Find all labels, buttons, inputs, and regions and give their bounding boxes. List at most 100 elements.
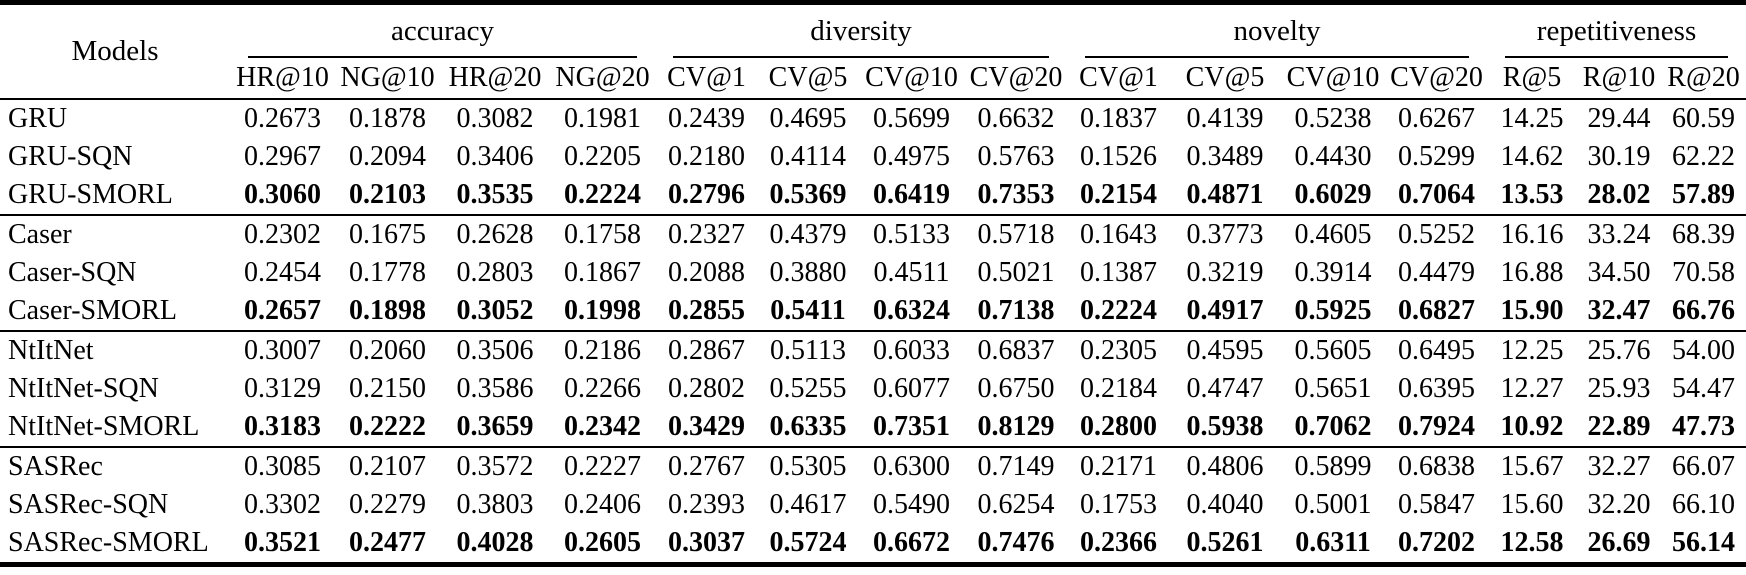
metric-cell: 0.3037 xyxy=(668,527,746,558)
metric-cell: 0.2628 xyxy=(456,219,534,250)
metric-cell: 0.1643 xyxy=(1080,219,1158,250)
metric-cell: 0.6033 xyxy=(873,335,951,366)
metric-cell: 57.89 xyxy=(1672,179,1736,210)
metric-cell: 0.2967 xyxy=(244,141,321,172)
metric-cell: 60.59 xyxy=(1672,103,1736,134)
table-row-caser-smorl: Caser-SMORL 0.2657 0.1898 0.3052 0.1998 0.285… xyxy=(0,292,1746,331)
metric-cell: 0.2094 xyxy=(349,141,426,172)
metric-cell: 68.39 xyxy=(1672,219,1736,250)
table-row-ntitnet: NtItNet 0.3007 0.2060 0.3506 0.2186 0.2867 0.5… xyxy=(0,331,1746,370)
metric-cell: 0.5605 xyxy=(1294,335,1372,366)
metric-cell: 0.2103 xyxy=(349,179,426,210)
table-row-gru: GRU 0.2673 0.1878 0.3082 0.1981 0.2439 0.4695 0… xyxy=(0,99,1746,138)
metric-cell: 0.4917 xyxy=(1186,295,1264,326)
metric-cell: 0.2605 xyxy=(564,527,641,558)
metric-cell: 0.2154 xyxy=(1080,179,1158,210)
metric-header-novelty-cv-1: CV@1 xyxy=(1079,62,1158,93)
table-body: GRU 0.2673 0.1878 0.3082 0.1981 0.2439 0.4695 0… xyxy=(0,99,1746,565)
metric-cell: 0.2222 xyxy=(349,411,426,442)
metric-cell: 0.7064 xyxy=(1398,179,1476,210)
table-row-caser: Caser 0.2302 0.1675 0.2628 0.1758 0.2327 0.437… xyxy=(0,215,1746,254)
metric-header-accuracy-hr-20: HR@20 xyxy=(448,62,542,93)
model-name-cell: GRU-SQN xyxy=(8,141,133,172)
metric-cell: 0.5001 xyxy=(1294,489,1372,520)
metric-cell: 0.3406 xyxy=(456,141,534,172)
metric-cell: 0.6827 xyxy=(1398,295,1476,326)
metric-cell: 0.3060 xyxy=(244,179,321,210)
metric-cell: 66.10 xyxy=(1672,489,1736,520)
metric-cell: 0.2305 xyxy=(1080,335,1158,366)
metric-cell: 0.2224 xyxy=(1080,295,1158,326)
metric-cell: 0.6750 xyxy=(977,373,1055,404)
metric-cell: 54.00 xyxy=(1672,335,1736,366)
metric-cell: 0.1387 xyxy=(1080,257,1158,288)
metric-cell: 0.6311 xyxy=(1295,527,1371,558)
metric-cell: 0.5724 xyxy=(769,527,847,558)
metric-cell: 0.7202 xyxy=(1398,527,1476,558)
metric-cell: 25.76 xyxy=(1587,335,1651,366)
metric-cell: 0.3914 xyxy=(1294,257,1372,288)
model-name-cell: Caser-SMORL xyxy=(8,295,177,326)
metric-cell: 0.2060 xyxy=(349,335,426,366)
metric-cell: 0.6837 xyxy=(977,335,1055,366)
metric-cell: 0.2657 xyxy=(244,295,321,326)
metric-cell: 0.2279 xyxy=(349,489,426,520)
table-row-gru-smorl: GRU-SMORL 0.3060 0.2103 0.3535 0.2224 0.2796 0… xyxy=(0,176,1746,215)
metric-cell: 0.3007 xyxy=(244,335,321,366)
metric-cell: 0.6495 xyxy=(1398,335,1476,366)
metric-cell: 0.2454 xyxy=(244,257,321,288)
metric-cell: 29.44 xyxy=(1587,103,1651,134)
metric-cell: 47.73 xyxy=(1672,411,1736,442)
metric-cell: 0.3506 xyxy=(456,335,534,366)
metric-cell: 12.58 xyxy=(1500,527,1564,558)
metric-cell: 0.4511 xyxy=(873,257,950,288)
metric-cell: 25.93 xyxy=(1587,373,1651,404)
metric-cell: 0.5718 xyxy=(977,219,1055,250)
model-name-cell: NtItNet-SQN xyxy=(8,373,159,404)
metric-cell: 0.5925 xyxy=(1294,295,1372,326)
metric-header-diversity-cv-20: CV@20 xyxy=(969,62,1063,93)
metric-cell: 0.5299 xyxy=(1398,141,1476,172)
table-row-gru-sqn: GRU-SQN 0.2967 0.2094 0.3406 0.2205 0.2180 0.4… xyxy=(0,138,1746,176)
metric-cell: 0.6395 xyxy=(1398,373,1476,404)
metric-cell: 0.3521 xyxy=(244,527,321,558)
metric-cell: 0.6838 xyxy=(1398,451,1476,482)
metric-cell: 0.2406 xyxy=(564,489,641,520)
metric-cell: 0.5899 xyxy=(1294,451,1372,482)
metric-cell: 0.7353 xyxy=(977,179,1055,210)
metric-cell: 15.60 xyxy=(1500,489,1564,520)
metric-cell: 22.89 xyxy=(1587,411,1651,442)
model-name-cell: Caser-SQN xyxy=(8,257,137,288)
metric-cell: 0.6335 xyxy=(769,411,847,442)
group-label-novelty: novelty xyxy=(1233,15,1321,47)
metric-cell: 56.14 xyxy=(1672,527,1736,558)
metric-cell: 32.47 xyxy=(1587,295,1651,326)
novelty-underline xyxy=(1085,56,1470,58)
group-label-diversity: diversity xyxy=(810,15,912,47)
metric-cell: 0.2477 xyxy=(349,527,426,558)
metric-cell: 0.2342 xyxy=(564,411,641,442)
metric-cell: 0.7138 xyxy=(977,295,1055,326)
metric-cell: 0.5252 xyxy=(1398,219,1476,250)
metric-cell: 28.02 xyxy=(1587,179,1651,210)
accuracy-underline xyxy=(248,56,638,58)
metric-cell: 0.4479 xyxy=(1398,257,1476,288)
metric-cell: 0.1526 xyxy=(1080,141,1158,172)
table-row-sasrec-smorl: SASRec-SMORL 0.3521 0.2477 0.4028 0.2605 0.30… xyxy=(0,524,1746,565)
metric-header-diversity-cv-10: CV@10 xyxy=(865,62,958,93)
metric-cell: 0.5133 xyxy=(873,219,951,250)
metric-cell: 30.19 xyxy=(1587,141,1651,172)
metric-cell: 0.1867 xyxy=(564,257,641,288)
metric-cell: 12.27 xyxy=(1500,373,1564,404)
group-header-diversity: diversity xyxy=(655,3,1067,58)
metric-cell: 0.4379 xyxy=(769,219,847,250)
metric-cell: 0.5255 xyxy=(769,373,847,404)
metric-header-repetitiveness-r-5: R@5 xyxy=(1502,62,1562,93)
metric-header-novelty-cv-10: CV@10 xyxy=(1286,62,1380,93)
metric-cell: 0.5699 xyxy=(873,103,951,134)
metric-cell: 0.5411 xyxy=(770,295,846,326)
metric-cell: 0.2439 xyxy=(668,103,746,134)
metric-cell: 32.20 xyxy=(1587,489,1651,520)
metric-cell: 0.5113 xyxy=(770,335,846,366)
